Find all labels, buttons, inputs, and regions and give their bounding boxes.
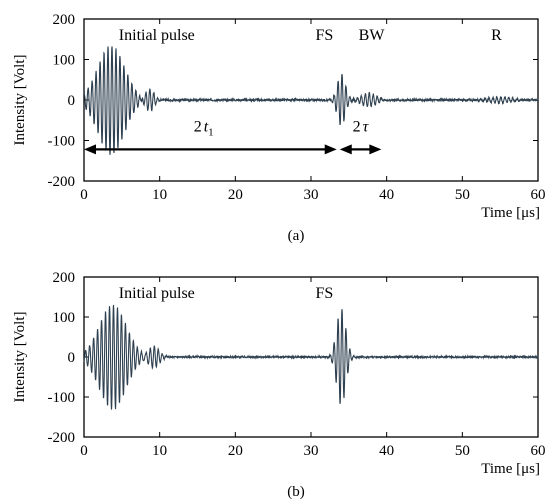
y-tick-label: -200 bbox=[48, 430, 76, 446]
x-tick-label: 10 bbox=[152, 187, 167, 203]
x-axis-label: Time [μs] bbox=[481, 461, 540, 477]
x-tick-label: 0 bbox=[80, 187, 88, 203]
arrow-head-left bbox=[84, 144, 96, 155]
signal-series bbox=[83, 304, 539, 410]
x-tick-label: 20 bbox=[228, 187, 243, 203]
y-tick-label: -100 bbox=[48, 134, 76, 150]
arrow-head-left bbox=[339, 144, 352, 155]
x-tick-label: 50 bbox=[455, 443, 470, 459]
y-tick-label: 200 bbox=[53, 270, 76, 286]
panel-caption: (b) bbox=[287, 484, 305, 500]
y-tick-label: -200 bbox=[48, 174, 76, 190]
x-tick-label: 60 bbox=[531, 443, 545, 459]
x-tick-label: 0 bbox=[80, 443, 88, 459]
x-tick-label: 40 bbox=[379, 443, 394, 459]
annotation-label: BW bbox=[359, 27, 386, 44]
x-axis-label: Time [μs] bbox=[481, 205, 540, 221]
y-axis-label: Intensity [Volt] bbox=[12, 312, 28, 403]
arrow-label: 2 t1 bbox=[194, 119, 214, 139]
chart-panel-b: 0 10 20 30 40 50 60 200 100 0 -100 -200 Time [μs] Int… bbox=[12, 270, 545, 500]
y-tick-label: 0 bbox=[68, 93, 76, 109]
x-tick-label: 20 bbox=[228, 443, 243, 459]
arrow-head-right bbox=[324, 144, 337, 155]
annotation-label: Initial pulse bbox=[119, 285, 195, 302]
y-tick-label: -100 bbox=[48, 390, 76, 406]
annotation-label: R bbox=[491, 27, 502, 44]
x-tick-label: 60 bbox=[531, 187, 545, 203]
y-axis-label: Intensity [Volt] bbox=[12, 55, 28, 146]
double-arrow: 2 t1 bbox=[84, 119, 337, 155]
x-tick-label: 30 bbox=[304, 443, 319, 459]
y-tick-label: 200 bbox=[53, 12, 76, 28]
annotation-label: FS bbox=[316, 27, 334, 44]
annotation-label: FS bbox=[316, 285, 334, 302]
x-tick-label: 30 bbox=[304, 187, 319, 203]
panel-caption: (a) bbox=[288, 228, 305, 244]
arrow-head-right bbox=[369, 144, 382, 155]
chart-panel-a: 0 10 20 30 40 50 60 200 100 0 -100 -200 Time [μs] Int… bbox=[12, 12, 545, 244]
y-tick-label: 0 bbox=[68, 350, 76, 366]
x-tick-label: 40 bbox=[379, 187, 394, 203]
annotation-label: Initial pulse bbox=[119, 27, 195, 44]
y-tick-label: 100 bbox=[53, 310, 76, 326]
y-tick-label: 100 bbox=[53, 53, 76, 69]
x-tick-label: 50 bbox=[455, 187, 470, 203]
x-tick-label: 10 bbox=[152, 443, 167, 459]
signal-series bbox=[83, 46, 539, 155]
